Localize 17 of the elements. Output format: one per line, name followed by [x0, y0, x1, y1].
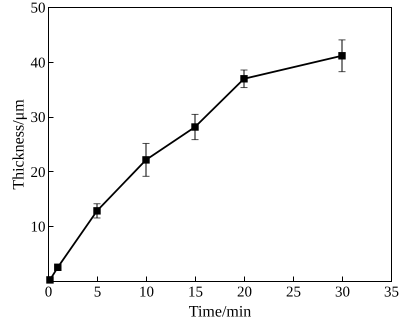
y-tick-label: 50: [30, 0, 46, 16]
x-tick-label: 0: [44, 284, 52, 300]
x-tick-label: 25: [286, 284, 301, 300]
y-axis-title: Thickness/μm: [10, 98, 28, 190]
y-tick-label: 40: [30, 55, 46, 72]
point: [46, 276, 54, 284]
y-tick-label: 30: [30, 110, 46, 126]
x-tick-label: 15: [188, 284, 203, 300]
x-tick-label: 35: [384, 284, 399, 300]
y-tick-label: 10: [30, 220, 46, 236]
x-tick-label: 10: [139, 284, 154, 300]
y-tick-label: 20: [30, 164, 46, 181]
x-tick-label: 30: [335, 284, 350, 300]
x-axis-title: Time/min: [188, 304, 252, 320]
x-tick-label: 20: [237, 284, 252, 300]
point: [54, 264, 62, 272]
x-tick-label: 5: [94, 284, 102, 300]
